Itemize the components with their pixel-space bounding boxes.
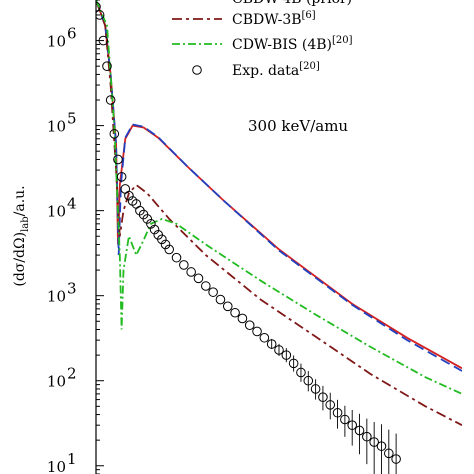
- exp-data-point: [160, 239, 171, 250]
- y-label-units: /a.u.: [12, 185, 28, 216]
- exp-data-point: [391, 454, 401, 464]
- y-tick-label: 10: [47, 373, 66, 391]
- exp-data-point: [222, 301, 233, 312]
- y-tick-exponent: 4: [67, 195, 77, 213]
- series-line-2: [96, 0, 462, 426]
- y-tick-label: 10: [47, 203, 66, 221]
- exp-data-point: [193, 273, 204, 284]
- exp-data-point: [354, 425, 365, 436]
- exp-data-point: [296, 367, 306, 378]
- y-tick-label: 10: [47, 118, 66, 136]
- exp-data-point: [208, 287, 218, 297]
- legend-superscript: [6]: [302, 10, 316, 21]
- exp-data-point: [201, 281, 211, 291]
- legend-label-0: CBDW-4B (prior): [232, 0, 352, 7]
- series-line-1: [96, 0, 462, 372]
- exp-data-point: [376, 441, 387, 451]
- legend-superscript: [20]: [332, 35, 353, 46]
- y-tick-label: 10: [47, 33, 66, 51]
- exp-data-point: [157, 234, 167, 245]
- legend-label-2: CDW-BIS (4B)[20]: [232, 35, 353, 53]
- y-tick-label: 10: [47, 288, 66, 306]
- exp-data-point: [230, 307, 240, 318]
- exp-data-point: [303, 375, 314, 386]
- y-tick-exponent: 1: [67, 450, 77, 468]
- exp-data-point: [124, 190, 134, 201]
- exp-data-point: [325, 400, 336, 410]
- exp-data-point: [237, 313, 248, 324]
- exp-data-point: [252, 326, 262, 337]
- y-axis-label: (dσ/dΩ)lab/a.u.: [12, 185, 31, 286]
- legend-superscript: [20]: [299, 61, 320, 72]
- y-tick-exponent: 3: [67, 280, 77, 298]
- exp-data-point: [102, 61, 112, 71]
- exp-data-point: [274, 345, 284, 355]
- exp-data-point: [369, 437, 379, 447]
- exp-data-point: [215, 294, 226, 305]
- series-line-3: [96, 0, 462, 395]
- series-line-0: [96, 0, 462, 370]
- exp-data-point: [259, 332, 270, 343]
- exp-data-point: [186, 267, 196, 277]
- exp-data-point: [109, 129, 120, 139]
- y-tick-exponent: 2: [67, 365, 77, 383]
- exp-data-point: [120, 184, 131, 194]
- exp-data-point: [347, 420, 358, 430]
- y-tick-label: 10: [47, 458, 66, 474]
- exp-data-point: [116, 172, 127, 182]
- exp-data-point: [149, 224, 160, 235]
- exp-data-point: [332, 407, 343, 418]
- series-layer: [96, 0, 462, 426]
- exp-data-point: [105, 95, 116, 105]
- exp-data-point: [179, 260, 189, 270]
- legend: CBDW-4B (prior) CBDW-3B[6] CDW-BIS (4B)[20…: [172, 0, 353, 79]
- exp-data-point: [171, 252, 182, 263]
- exp-data-point: [164, 244, 174, 255]
- energy-annotation: 300 keV/amu: [248, 117, 348, 135]
- exp-data-point: [288, 358, 299, 369]
- experimental-data-layer: [96, 1, 401, 474]
- y-tick-exponent: 5: [67, 110, 77, 128]
- exp-data-point: [318, 392, 328, 403]
- legend-label-exp: Exp. data[20]: [232, 61, 320, 79]
- exp-data-point: [340, 414, 350, 425]
- exp-data-point: [266, 339, 277, 349]
- y-label-subscript: lab: [20, 216, 31, 232]
- legend-label-1: CBDW-3B[6]: [232, 10, 316, 28]
- legend-exp-marker: [192, 65, 202, 75]
- exp-data-point: [113, 154, 123, 165]
- exp-data-point: [142, 214, 153, 224]
- exp-data-point: [244, 320, 255, 330]
- exp-data-point: [96, 10, 105, 20]
- exp-data-point: [384, 448, 394, 459]
- y-tick-exponent: 6: [67, 25, 77, 43]
- exp-data-point: [281, 350, 292, 360]
- exp-data-point: [96, 1, 101, 12]
- exp-data-point: [310, 384, 321, 394]
- exp-data-point: [362, 431, 372, 442]
